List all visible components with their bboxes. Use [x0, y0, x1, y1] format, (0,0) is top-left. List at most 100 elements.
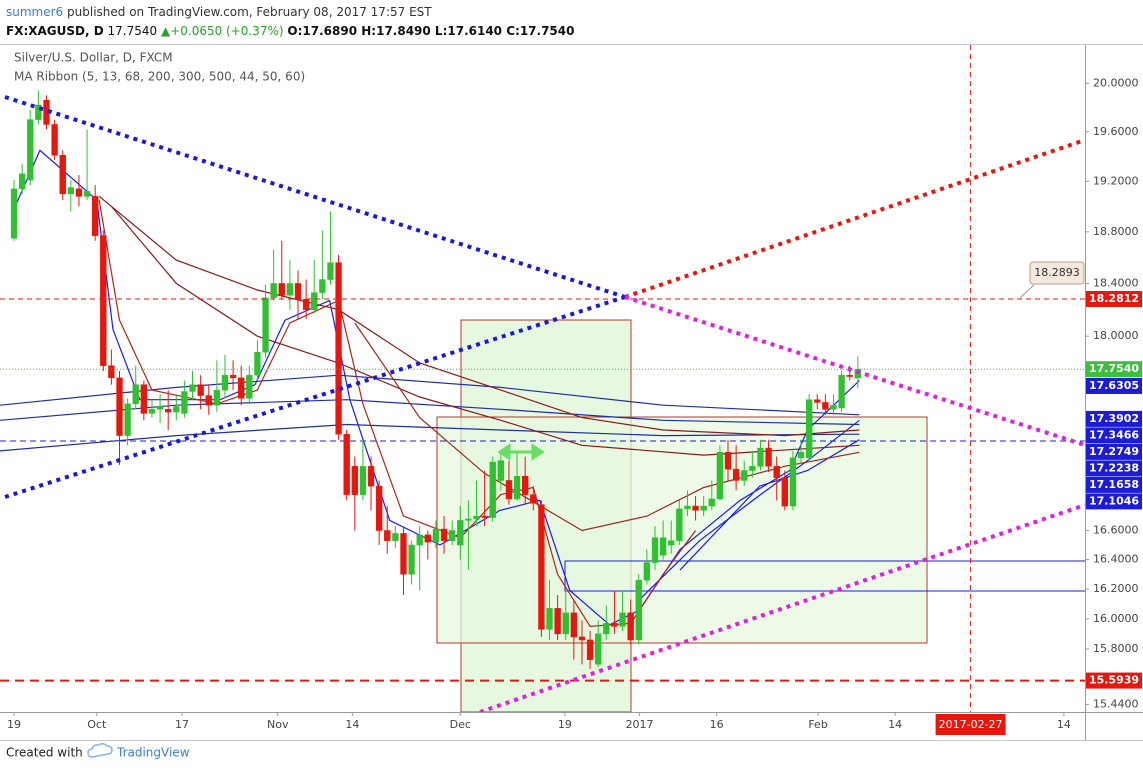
candle-body: [75, 188, 83, 197]
candle-body: [619, 612, 626, 627]
price-label: 17.3902: [1089, 412, 1139, 425]
candle-body: [367, 466, 375, 487]
axis-layer: 20.0000 19.6000 19.2000 18.8000 18.4000 18.00…: [7, 76, 1142, 735]
arrow-drawing: [497, 443, 545, 461]
footer-brand[interactable]: TradingView: [116, 746, 190, 760]
indicator-label: MA Ribbon (5, 13, 68, 200, 300, 500, 44,…: [14, 70, 305, 84]
published: published on TradingView.com, February 0…: [67, 5, 432, 19]
candle-body: [359, 466, 367, 495]
candle-body: [156, 406, 164, 410]
footer-text: Created with: [6, 746, 83, 760]
candle-body: [530, 494, 537, 504]
price-label-box: [1086, 377, 1142, 394]
candle-body: [189, 384, 196, 392]
candle-body: [124, 403, 131, 436]
x-tick-label: Feb: [808, 718, 827, 731]
candle-body: [684, 505, 691, 510]
candle-body: [481, 515, 488, 518]
candle-body: [505, 480, 513, 500]
candle-body: [448, 530, 456, 541]
trendline: [4, 295, 626, 499]
y-tick-label: 16.2000: [1093, 582, 1139, 595]
price-label-box: [1086, 410, 1142, 427]
change: ▲+0.0650 (+0.37%): [161, 24, 284, 38]
candle-body: [643, 562, 651, 581]
candle-body: [59, 154, 66, 195]
candle-body: [205, 395, 212, 406]
candle-body: [732, 468, 740, 481]
candle-body: [140, 384, 148, 414]
price-label: 17.6305: [1089, 379, 1139, 392]
candle-body: [108, 365, 115, 379]
candle-body: [749, 466, 756, 471]
candle-body: [522, 475, 529, 495]
candle-body: [432, 528, 440, 543]
candle-body: [513, 475, 521, 500]
symbol-line: FX:XAGUSD, D 17.7540 ▲+0.0650 (+0.37%) O…: [6, 24, 574, 38]
candle-body: [335, 262, 342, 435]
header-line: summer6 published on TradingView.com, Fe…: [6, 5, 432, 19]
candle-body: [676, 508, 683, 541]
candle-body: [319, 279, 326, 293]
candle-body: [408, 544, 415, 575]
x-tick-label: Dec: [450, 718, 471, 731]
candle-body: [343, 433, 350, 495]
candle-body: [789, 457, 797, 507]
y-tick-label: 18.0000: [1093, 329, 1139, 342]
price-label: 18.2812: [1089, 292, 1139, 305]
ma-line: [13, 149, 860, 626]
candle-body: [562, 612, 569, 635]
candle-body: [578, 636, 586, 641]
x-tick-label: 2017: [626, 718, 654, 731]
candle-body: [424, 534, 431, 543]
x-tick-label: 19: [7, 718, 21, 731]
candle-body: [416, 534, 423, 546]
price-label: 15.5939: [1089, 674, 1139, 687]
y-tick-label: 16.0000: [1093, 612, 1139, 625]
price-label-box: [1086, 361, 1142, 378]
candle-body: [100, 235, 107, 366]
ohlc: O:17.6890 H:17.8490 L:17.6140 C:17.7540: [287, 24, 574, 38]
candle-body: [570, 612, 578, 638]
candle-body: [51, 124, 58, 156]
price-label-box: [1086, 672, 1142, 689]
last-price: 17.7540: [108, 24, 158, 38]
author[interactable]: summer6: [6, 5, 63, 19]
price-label: 17.2238: [1089, 461, 1139, 474]
candle-body: [708, 498, 715, 507]
candle-body: [286, 283, 294, 296]
price-label: 17.7540: [1089, 362, 1139, 375]
ma-line: [98, 195, 860, 437]
candle-body: [627, 612, 634, 641]
candle-body: [165, 409, 172, 413]
y-tick-label: 19.6000: [1093, 125, 1139, 138]
candle-body: [67, 187, 75, 195]
price-label-box: [1086, 290, 1142, 307]
candle-body: [805, 399, 813, 459]
candle-body: [213, 389, 221, 406]
candle-body: [197, 384, 204, 396]
candle-body: [822, 402, 829, 410]
candle-body: [465, 518, 472, 521]
candle-body: [173, 406, 180, 413]
candle-body: [838, 374, 845, 409]
candle-body: [262, 297, 269, 353]
ma-line: [354, 322, 860, 532]
price-label-box: [1086, 493, 1142, 510]
candle-body: [148, 409, 156, 414]
candle-body: [546, 608, 553, 630]
chart-title: Silver/U.S. Dollar, D, FXCM: [14, 51, 173, 65]
candle-body: [765, 447, 772, 467]
candle-body: [327, 262, 334, 280]
price-label: 17.3466: [1089, 428, 1139, 441]
x-tick-label: 14: [345, 718, 359, 731]
callout-box: [1029, 261, 1085, 285]
candle-body: [700, 505, 707, 511]
candle-body: [278, 283, 285, 296]
candle-body: [18, 173, 26, 190]
y-tick-label: 15.8000: [1093, 642, 1139, 655]
ma-line: [110, 206, 860, 456]
candle-body: [254, 351, 261, 376]
